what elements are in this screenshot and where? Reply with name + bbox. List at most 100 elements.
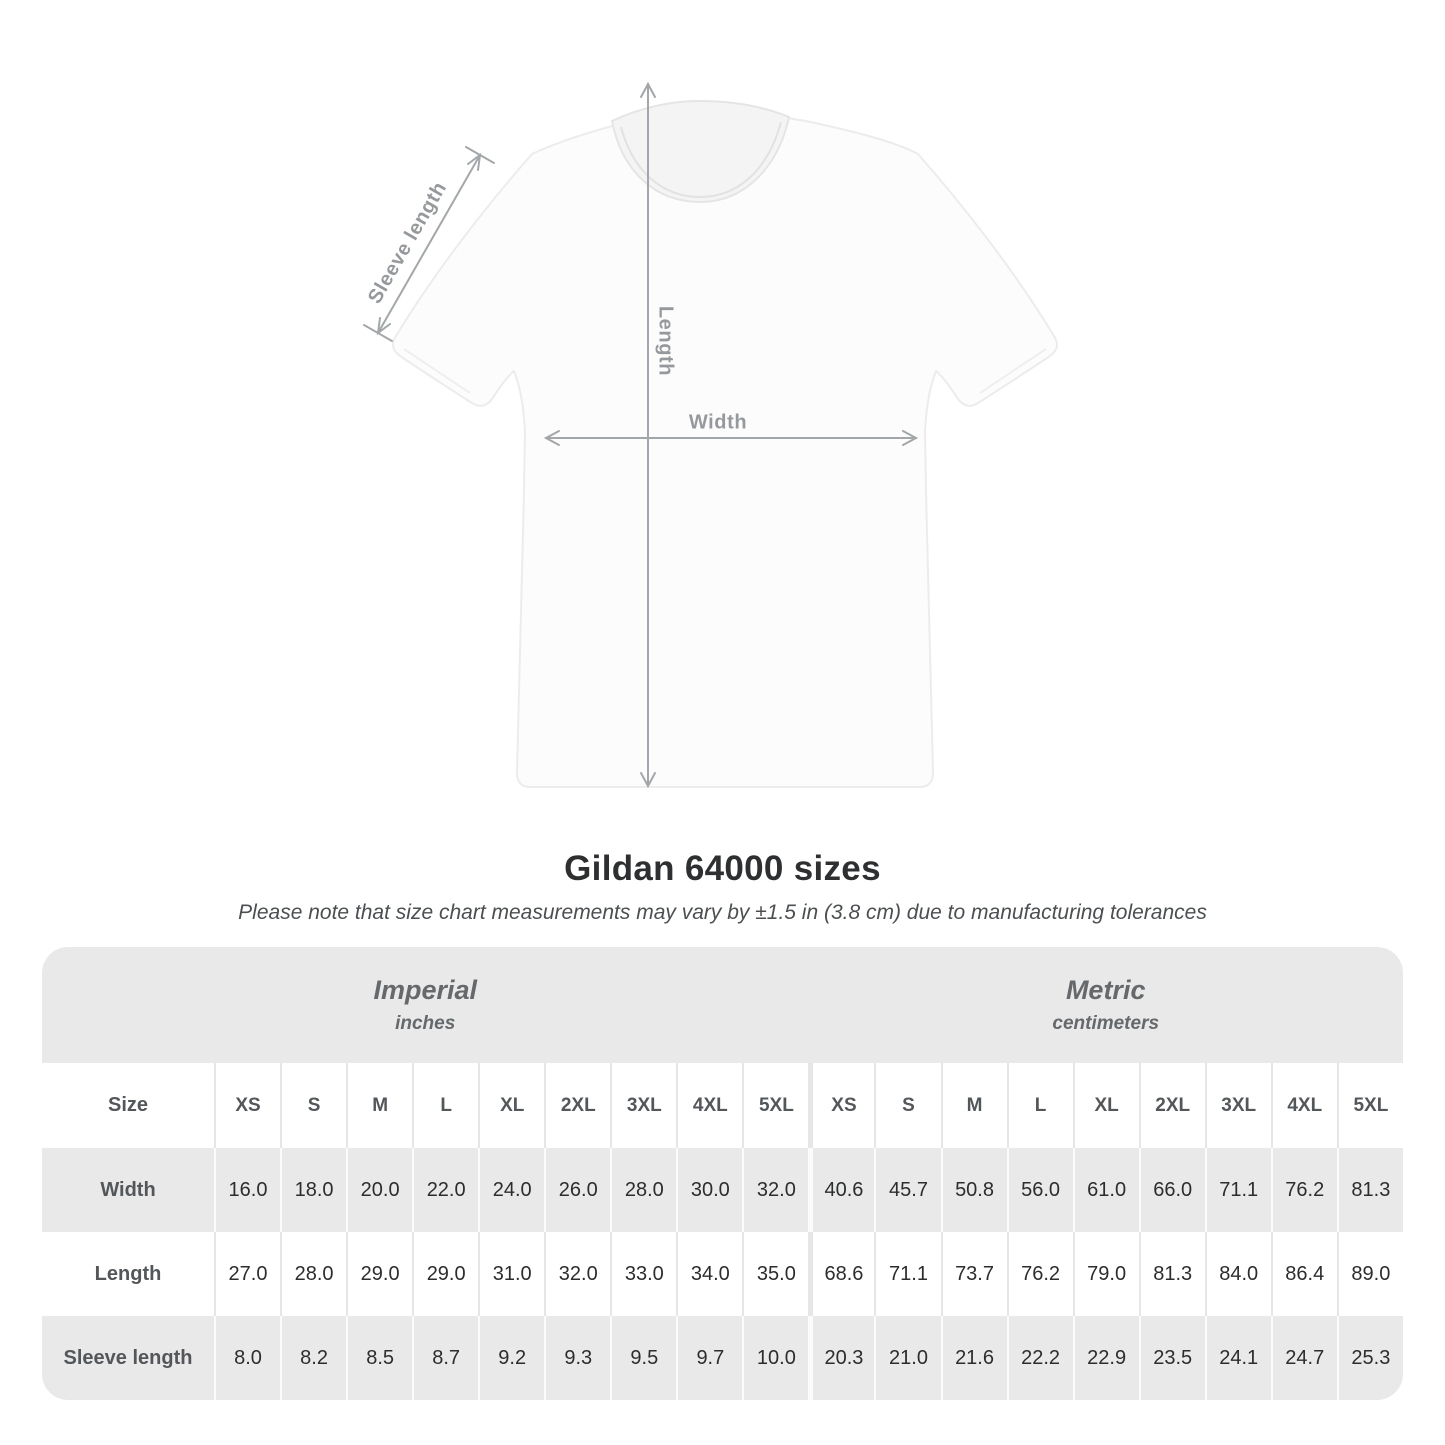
value-cell: 8.7	[412, 1316, 479, 1400]
length-arrow	[640, 81, 656, 789]
tshirt-illustration	[363, 81, 1059, 789]
page-subtitle: Please note that size chart measurements…	[238, 901, 1207, 924]
value-cell: 76.2	[1270, 1148, 1337, 1232]
size-header-cell: 4XL	[676, 1063, 743, 1148]
value-cell: 56.0	[1006, 1148, 1073, 1232]
size-header-cell: S	[280, 1063, 347, 1148]
value-cell: 73.7	[940, 1232, 1007, 1316]
value-cell: 18.0	[280, 1148, 347, 1232]
size-table-container: Imperial inches Metric centimeters Size …	[42, 947, 1403, 1400]
width-arrow	[543, 430, 919, 446]
sleeve-row-label: Sleeve length	[42, 1316, 214, 1400]
metric-title: Metric	[1065, 975, 1146, 1005]
value-cell: 30.0	[676, 1148, 743, 1232]
size-header-cell: 3XL	[1204, 1063, 1271, 1148]
size-header-cell: S	[874, 1063, 941, 1148]
value-cell: 8.0	[214, 1316, 281, 1400]
page-title: Gildan 64000 sizes	[564, 849, 881, 888]
size-row-label: Size	[42, 1063, 214, 1148]
tshirt-shape	[391, 99, 1059, 788]
size-header-cell: 4XL	[1270, 1063, 1337, 1148]
value-cell: 9.3	[544, 1316, 611, 1400]
value-cell: 71.1	[874, 1232, 941, 1316]
width-row: Width 16.0 18.0 20.0 22.0 24.0 26.0 28.0…	[42, 1148, 1403, 1232]
value-cell: 81.3	[1336, 1148, 1403, 1232]
value-cell: 29.0	[346, 1232, 413, 1316]
metric-unit: centimeters	[1052, 1013, 1160, 1034]
size-header-cell: M	[346, 1063, 413, 1148]
value-cell: 8.2	[280, 1316, 347, 1400]
value-cell: 9.7	[676, 1316, 743, 1400]
value-cell: 68.6	[808, 1232, 875, 1316]
value-cell: 22.2	[1006, 1316, 1073, 1400]
size-header-cell: XL	[478, 1063, 545, 1148]
value-cell: 20.0	[346, 1148, 413, 1232]
value-cell: 86.4	[1270, 1232, 1337, 1316]
value-cell: 9.2	[478, 1316, 545, 1400]
size-header-cell: L	[1006, 1063, 1073, 1148]
value-cell: 24.0	[478, 1148, 545, 1232]
size-header-cell: XL	[1072, 1063, 1139, 1148]
value-cell: 22.9	[1072, 1316, 1139, 1400]
metric-header: Metric centimeters	[808, 947, 1403, 1063]
value-cell: 84.0	[1204, 1232, 1271, 1316]
value-cell: 24.7	[1270, 1316, 1337, 1400]
imperial-title: Imperial	[373, 975, 477, 1005]
width-label: Width	[688, 411, 748, 434]
size-table: Imperial inches Metric centimeters Size …	[42, 947, 1403, 1400]
unit-band-row: Imperial inches Metric centimeters	[42, 947, 1403, 1063]
value-cell: 24.1	[1204, 1316, 1271, 1400]
value-cell: 50.8	[940, 1148, 1007, 1232]
sleeve-length-row: Sleeve length 8.0 8.2 8.5 8.7 9.2 9.3 9.…	[42, 1316, 1403, 1400]
value-cell: 27.0	[214, 1232, 281, 1316]
length-row-label: Length	[42, 1232, 214, 1316]
value-cell: 21.0	[874, 1316, 941, 1400]
length-row: Length 27.0 28.0 29.0 29.0 31.0 32.0 33.…	[42, 1232, 1403, 1316]
value-cell: 61.0	[1072, 1148, 1139, 1232]
value-cell: 8.5	[346, 1316, 413, 1400]
size-header-cell: XS	[808, 1063, 875, 1148]
value-cell: 45.7	[874, 1148, 941, 1232]
imperial-header: Imperial inches	[42, 947, 809, 1063]
size-header-row: Size XS S M L XL 2XL 3XL 4XL 5XL XS S M …	[42, 1063, 1403, 1148]
size-header-cell: 3XL	[610, 1063, 677, 1148]
size-header-cell: 2XL	[544, 1063, 611, 1148]
value-cell: 21.6	[940, 1316, 1007, 1400]
value-cell: 33.0	[610, 1232, 677, 1316]
value-cell: 32.0	[544, 1232, 611, 1316]
length-label: Length	[654, 305, 677, 377]
value-cell: 28.0	[280, 1232, 347, 1316]
width-row-label: Width	[42, 1148, 214, 1232]
size-header-cell: M	[940, 1063, 1007, 1148]
value-cell: 81.3	[1138, 1232, 1205, 1316]
size-header-cell: XS	[214, 1063, 281, 1148]
value-cell: 66.0	[1138, 1148, 1205, 1232]
value-cell: 20.3	[808, 1316, 875, 1400]
value-cell: 22.0	[412, 1148, 479, 1232]
imperial-unit: inches	[395, 1013, 456, 1034]
value-cell: 23.5	[1138, 1316, 1205, 1400]
value-cell: 71.1	[1204, 1148, 1271, 1232]
value-cell: 10.0	[742, 1316, 809, 1400]
value-cell: 29.0	[412, 1232, 479, 1316]
sleeve-length-arrow	[363, 146, 495, 342]
value-cell: 25.3	[1336, 1316, 1403, 1400]
value-cell: 16.0	[214, 1148, 281, 1232]
size-header-cell: 5XL	[1336, 1063, 1403, 1148]
value-cell: 35.0	[742, 1232, 809, 1316]
value-cell: 32.0	[742, 1148, 809, 1232]
tshirt-measurement-diagram: Sleeve length Length Width	[363, 81, 1059, 789]
value-cell: 89.0	[1336, 1232, 1403, 1316]
value-cell: 79.0	[1072, 1232, 1139, 1316]
value-cell: 31.0	[478, 1232, 545, 1316]
value-cell: 9.5	[610, 1316, 677, 1400]
value-cell: 28.0	[610, 1148, 677, 1232]
size-header-cell: 5XL	[742, 1063, 809, 1148]
value-cell: 40.6	[808, 1148, 875, 1232]
value-cell: 76.2	[1006, 1232, 1073, 1316]
size-header-cell: 2XL	[1138, 1063, 1205, 1148]
size-header-cell: L	[412, 1063, 479, 1148]
value-cell: 26.0	[544, 1148, 611, 1232]
value-cell: 34.0	[676, 1232, 743, 1316]
